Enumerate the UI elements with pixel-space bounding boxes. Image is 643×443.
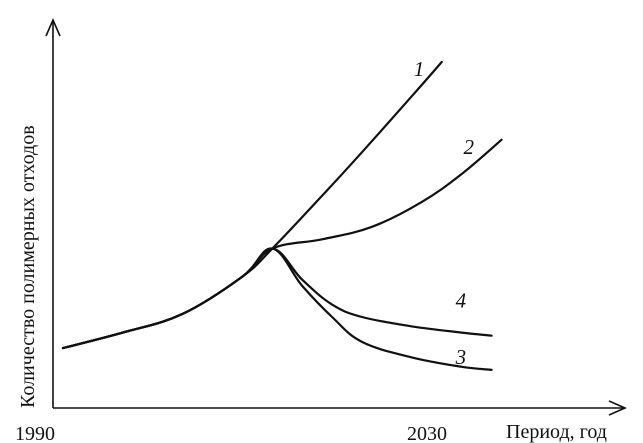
series-label-4: 4: [456, 289, 467, 313]
series-label-1: 1: [414, 57, 425, 81]
x-tick-label-1990: 1990: [15, 423, 55, 443]
x-tick-label-2030: 2030: [407, 423, 447, 443]
y-axis-title: Количество полимерных отходов: [17, 125, 39, 408]
x-axis-arrow: [608, 400, 627, 416]
series-line-3: [61, 247, 493, 371]
x-axis-title: Период, год: [506, 421, 607, 443]
series-labels: 1 2 3 4: [414, 57, 475, 369]
series-line-2: [61, 138, 503, 350]
series-line-4: [61, 247, 493, 350]
series-label-3: 3: [455, 345, 467, 369]
series-curves: [61, 60, 503, 371]
y-axis-arrow: [45, 18, 61, 37]
series-label-2: 2: [464, 135, 475, 159]
series-line-1: [61, 60, 443, 350]
